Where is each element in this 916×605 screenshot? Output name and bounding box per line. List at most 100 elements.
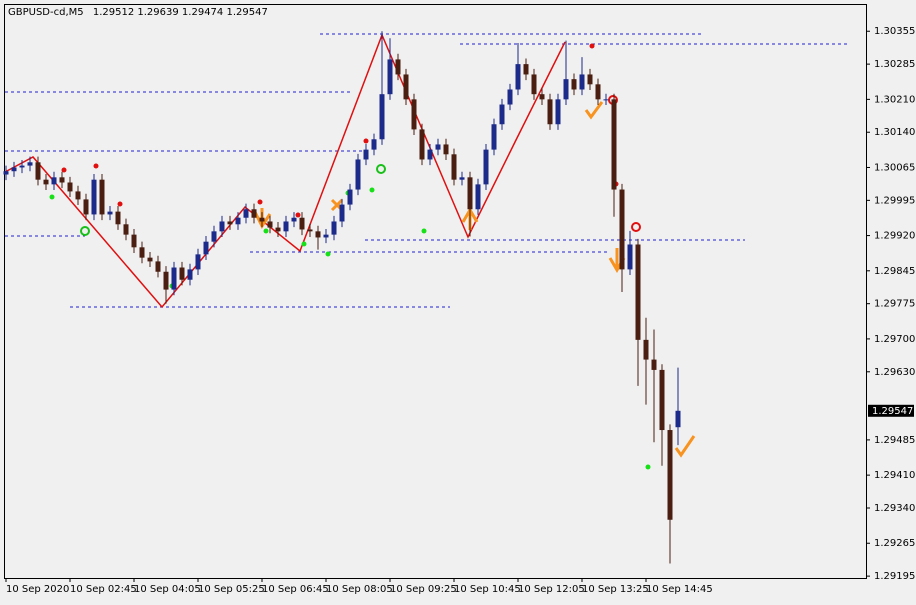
candle-body — [603, 99, 609, 101]
chart-header: GBPUSD-cd,M5 1.29512 1.29639 1.29474 1.2… — [8, 7, 268, 18]
header-close: 1.29547 — [226, 7, 267, 18]
y-tick-label: 1.30285 — [874, 59, 915, 70]
candle-body — [659, 369, 665, 431]
candle-body — [83, 199, 89, 215]
candle-body — [451, 154, 457, 180]
candle-body — [347, 189, 353, 205]
candle-body — [147, 257, 153, 262]
candle-body — [267, 221, 273, 228]
y-tick-label: 1.29195 — [874, 571, 915, 582]
candle-body — [195, 254, 201, 270]
candle-body — [251, 209, 257, 218]
x-tick-label: 10 Sep 09:25 — [390, 584, 457, 595]
candle-body — [291, 217, 297, 222]
candle-body — [675, 410, 681, 428]
candle-body — [547, 99, 553, 125]
candle-body — [99, 179, 105, 215]
y-tick-label: 1.29265 — [874, 538, 915, 549]
candle-body — [107, 211, 113, 215]
candle-body — [395, 59, 401, 75]
candle-body — [187, 269, 193, 280]
y-tick-label: 1.30140 — [874, 127, 915, 138]
candle-body — [139, 247, 145, 258]
y-tick-label: 1.29700 — [874, 334, 915, 345]
candle-body — [51, 177, 57, 185]
candle-body — [435, 144, 441, 150]
candle-body — [515, 64, 521, 90]
candle-body — [635, 244, 641, 340]
candle-body — [491, 124, 497, 150]
candle-body — [123, 224, 129, 235]
candle-body — [427, 149, 433, 160]
candle-body — [179, 267, 185, 280]
y-tick-label: 1.30210 — [874, 94, 915, 105]
candle-body — [243, 209, 249, 218]
candle-body — [331, 221, 337, 235]
x-tick-label: 10 Sep 08:05 — [326, 584, 393, 595]
y-tick-label: 1.29340 — [874, 503, 915, 514]
candle-body — [467, 177, 473, 210]
candle-body — [627, 244, 633, 270]
candle-body — [523, 64, 529, 75]
x-tick-label: 10 Sep 06:45 — [262, 584, 329, 595]
x-tick-label: 10 Sep 13:25 — [582, 584, 649, 595]
price-label-box — [868, 404, 914, 417]
candle-body — [379, 94, 385, 140]
candle-body — [475, 184, 481, 210]
y-tick-label: 1.30065 — [874, 162, 915, 173]
candle-body — [507, 89, 513, 105]
x-tick-label: 10 Sep 14:45 — [646, 584, 713, 595]
price-label: 1.29547 — [872, 406, 913, 417]
candle-body — [499, 104, 505, 125]
candle-body — [315, 231, 321, 238]
candle-body — [3, 171, 9, 175]
candle-body — [155, 261, 161, 272]
candle-body — [595, 84, 601, 100]
candle-body — [459, 177, 465, 180]
candle-body — [115, 211, 121, 225]
candle-body — [619, 189, 625, 270]
header-low: 1.29474 — [182, 7, 223, 18]
candle-body — [555, 99, 561, 125]
candle-body — [651, 359, 657, 370]
candle-body — [19, 165, 25, 168]
candle-body — [27, 162, 33, 166]
candle-body — [387, 59, 393, 95]
candle-body — [571, 79, 577, 90]
candle-body — [403, 74, 409, 100]
candle-body — [75, 191, 81, 200]
candle-body — [667, 430, 673, 520]
candle-body — [411, 99, 417, 130]
candle-body — [227, 221, 233, 225]
y-tick-label: 1.29775 — [874, 299, 915, 310]
x-tick-label: 10 Sep 12:05 — [518, 584, 585, 595]
y-tick-label: 1.29410 — [874, 470, 915, 481]
candle-body — [67, 182, 73, 192]
y-tick-label: 1.29485 — [874, 435, 915, 446]
candle-body — [531, 74, 537, 95]
y-tick-label: 1.29845 — [874, 266, 915, 277]
candle-body — [483, 149, 489, 185]
header-high: 1.29639 — [137, 7, 178, 18]
candle-body — [307, 229, 313, 232]
candle-body — [203, 241, 209, 255]
candle-body — [235, 217, 241, 225]
y-tick-label: 1.29630 — [874, 367, 915, 378]
x-tick-label: 10 Sep 2020 — [6, 584, 69, 595]
y-tick-label: 1.30355 — [874, 26, 915, 37]
candle-body — [539, 94, 545, 100]
candle-body — [211, 231, 217, 242]
candle-body — [171, 267, 177, 290]
candle-body — [11, 167, 17, 172]
x-tick-label: 10 Sep 02:45 — [70, 584, 137, 595]
y-tick-label: 1.29920 — [874, 231, 915, 242]
candle-body — [419, 129, 425, 160]
candle-body — [91, 179, 97, 215]
candle-body — [587, 74, 593, 85]
candle-body — [299, 217, 305, 230]
candle-body — [371, 139, 377, 150]
candle-body — [323, 234, 329, 238]
x-tick-label: 10 Sep 10:45 — [454, 584, 521, 595]
candle-body — [363, 149, 369, 160]
